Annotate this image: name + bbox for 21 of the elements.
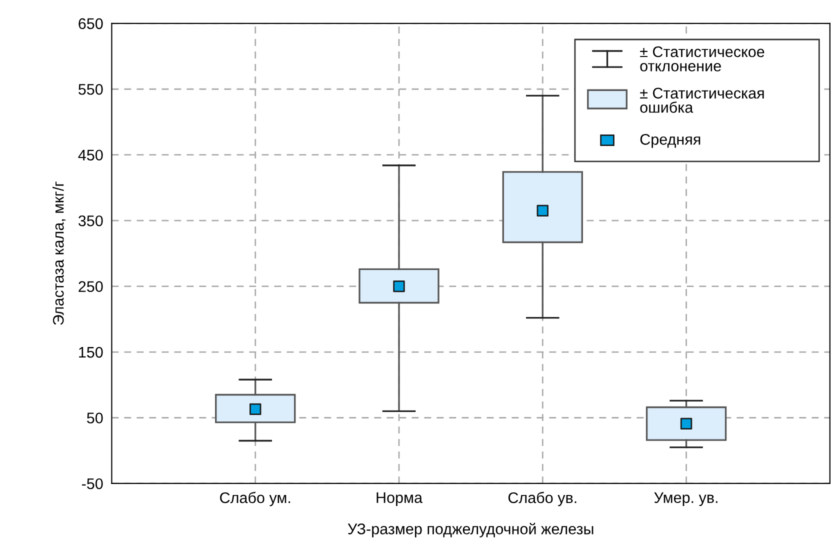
x-axis-title: УЗ-размер поджелудочной железы	[348, 522, 594, 538]
point	[250, 403, 262, 416]
annotation: ± Статистическое отклонение	[640, 46, 764, 72]
point	[536, 204, 548, 217]
x-tick-label: Норма	[376, 492, 423, 506]
y-tick-label: 250	[78, 281, 103, 292]
y-axis-title: Эластаза кала, мкг/г	[52, 182, 66, 325]
point	[393, 280, 405, 292]
y-tick-label: 450	[78, 150, 103, 161]
y-tick-label: 50	[87, 412, 103, 424]
x-tick-label: Слабо ум.	[220, 492, 290, 506]
x-tick-label: Слабо ув.	[508, 492, 576, 506]
y-tick-label: 550	[78, 84, 103, 95]
annotation: ± Статистическая ошибка	[640, 88, 764, 113]
y-tick-label: 350	[78, 215, 103, 226]
x-tick-label: Умер. ув.	[654, 492, 718, 506]
point	[680, 418, 692, 430]
annotation: Средняя	[640, 134, 700, 148]
y-tick-label: 150	[79, 346, 103, 358]
y-tick-label: -50	[82, 478, 103, 490]
y-tick-label: 650	[78, 18, 103, 30]
